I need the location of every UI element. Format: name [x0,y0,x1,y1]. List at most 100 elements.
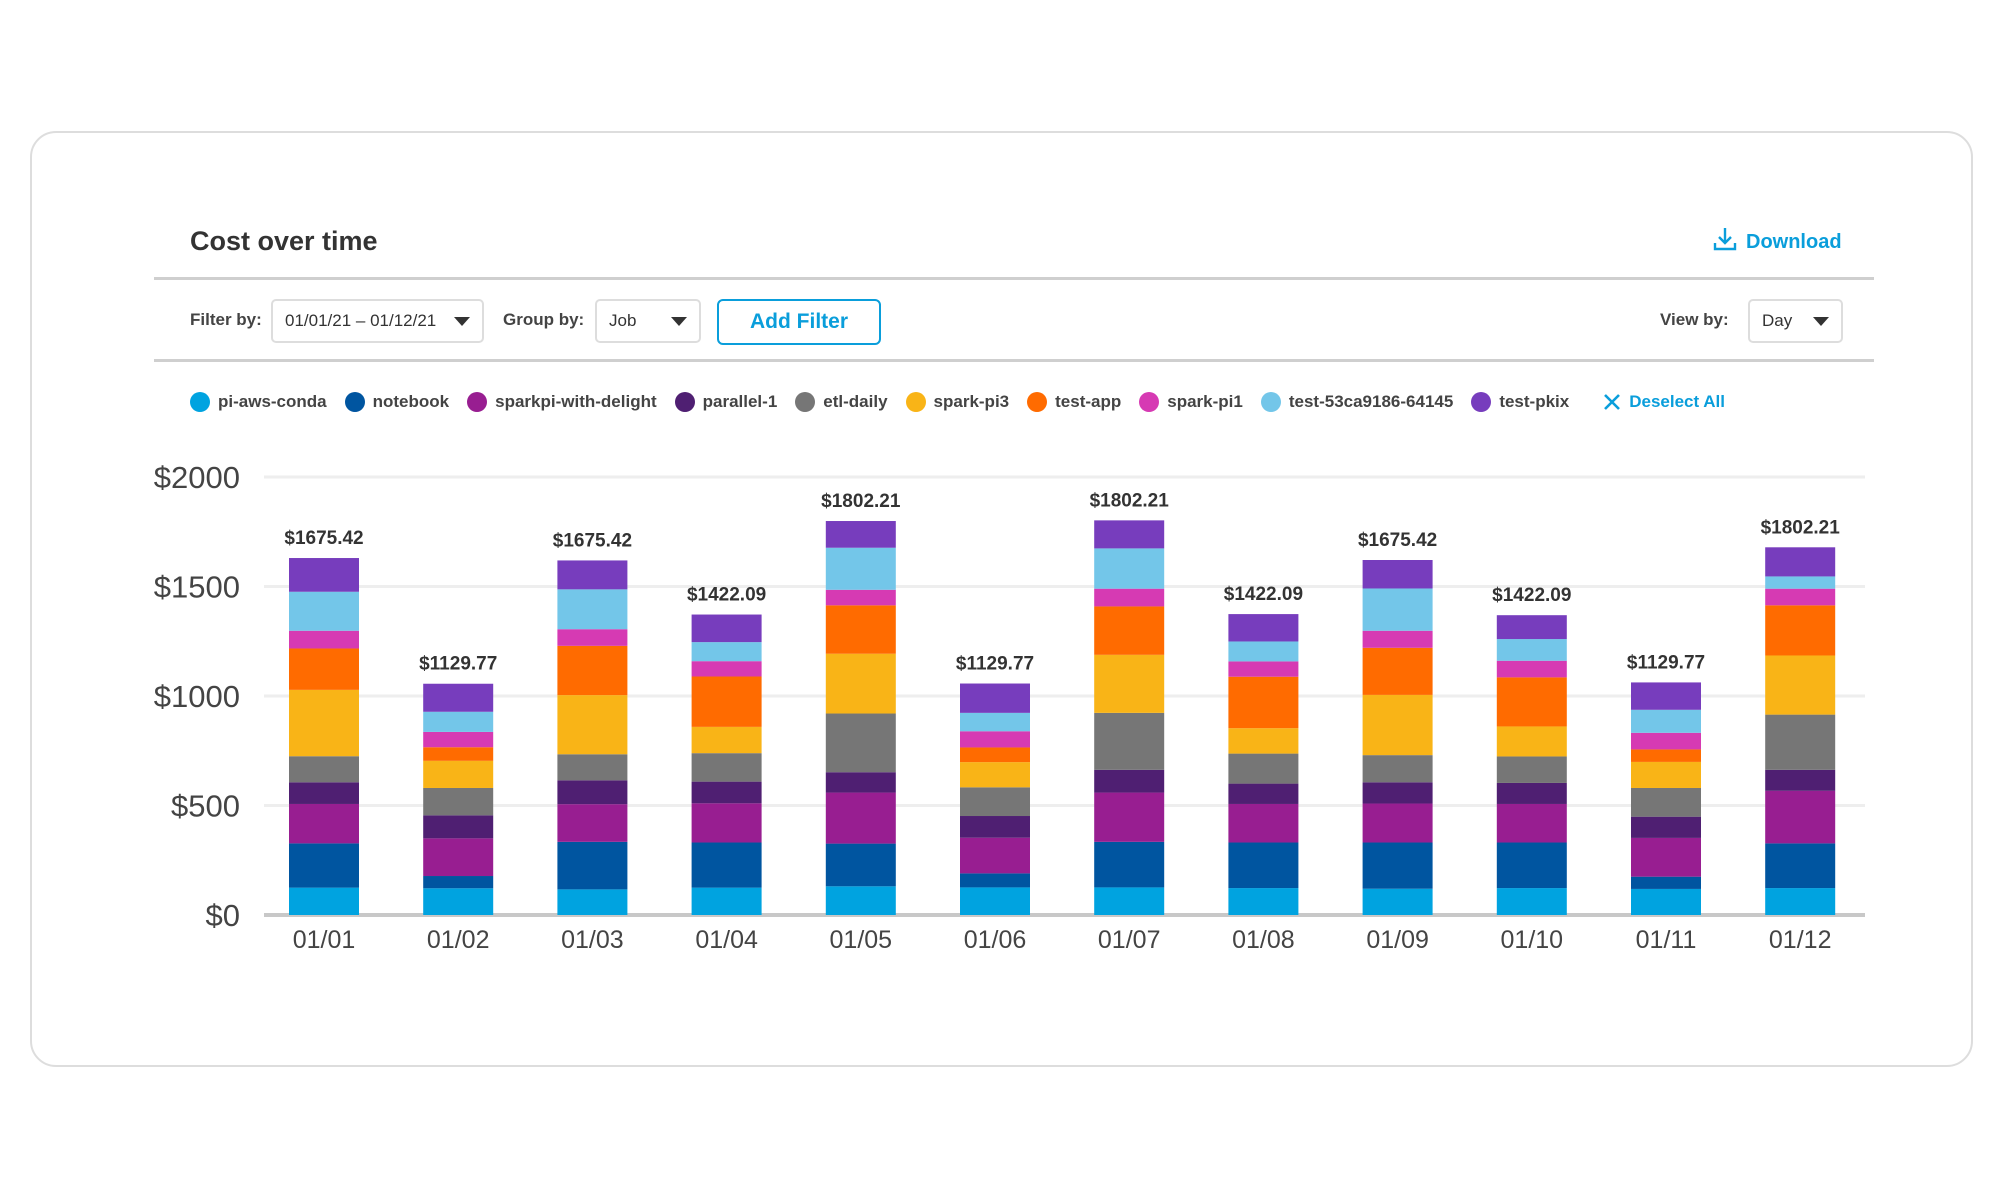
view-by-dropdown[interactable]: Day [1748,299,1843,343]
bar-segment-test-app [1362,647,1433,695]
filter-by-label: Filter by: [190,310,262,329]
bar-segment-test-pkix [1094,520,1165,549]
cost-over-time-card [30,131,1973,1067]
bar-segment-notebook [1362,842,1433,889]
group-by-dropdown[interactable]: Job [595,299,701,343]
x-tick-label: 01/02 [427,926,490,954]
bar-segment-spark-pi1 [1765,588,1836,606]
legend-item-parallel-1[interactable]: parallel-1 [674,392,777,412]
legend-dot-icon [1139,392,1160,412]
add-filter-button[interactable]: Add Filter [717,299,881,345]
bar-segment-notebook [1631,876,1701,889]
legend-dot-icon [344,392,365,412]
bar-segment-parallel-1 [1094,769,1165,793]
header-divider [154,277,1874,280]
bar-segment-spark-pi3 [557,695,628,755]
bar-segment-parallel-1 [557,780,628,805]
bar-segment-pi-aws-conda [557,889,628,915]
x-tick-label: 01/12 [1769,926,1832,954]
bar-segment-test-pkix [960,683,1030,713]
bar-segment-pi-aws-conda [1362,888,1433,915]
bar-segment-test-53ca9186-64145 [289,591,359,631]
legend-label: sparkpi-with-delight [495,392,657,411]
bar-segment-test-app [557,645,628,696]
legend-dot-icon [1027,392,1048,412]
bar-segment-spark-pi3 [1765,655,1836,715]
legend-item-test-53ca9186-64145[interactable]: test-53ca9186-64145 [1260,392,1454,412]
date-range-dropdown[interactable]: 01/01/21 – 01/12/21 [271,299,484,343]
bar-segment-test-app [1496,677,1567,727]
bar-segment-pi-aws-conda [1631,888,1701,915]
bar-segment-test-pkix [1765,547,1836,577]
bar-segment-spark-pi3 [1496,726,1567,757]
legend-item-sparkpi-with-delight[interactable]: sparkpi-with-delight [467,392,657,412]
chevron-down-icon [454,316,470,326]
bar-segment-notebook [825,843,896,887]
legend-dot-icon [467,392,488,412]
bar-segment-spark-pi1 [825,589,896,606]
bar-segment-test-pkix [1496,615,1567,640]
view-by-label: View by: [1660,310,1729,329]
legend-item-spark-pi1[interactable]: spark-pi1 [1139,392,1243,412]
bar-segment-test-53ca9186-64145 [1362,588,1433,631]
bar-segment-spark-pi3 [1631,761,1701,788]
legend-dot-icon [674,392,695,412]
y-tick-label: $500 [171,789,240,824]
legend-item-test-pkix[interactable]: test-pkix [1471,392,1569,412]
bar-segment-test-app [960,747,1030,763]
chart-legend: pi-aws-conda notebook sparkpi-with-delight… [190,392,1725,412]
legend-item-etl-daily[interactable]: etl-daily [795,392,888,412]
bar-segment-etl-daily [1094,712,1165,770]
bar-segment-sparkpi-with-delight [1362,803,1433,843]
legend-label: spark-pi3 [933,392,1010,411]
bar-segment-test-app [825,605,896,654]
bar-total-label: $1129.77 [956,654,1034,675]
x-tick-label: 01/11 [1636,926,1697,954]
legend-item-pi-aws-conda[interactable]: pi-aws-conda [190,392,327,412]
close-icon [1604,394,1621,410]
bar-segment-etl-daily [825,713,896,773]
bar-segment-etl-daily [1496,756,1567,783]
x-tick-label: 01/05 [830,926,893,954]
legend-label: test-53ca9186-64145 [1288,392,1454,411]
bar-segment-test-app [423,747,494,761]
bar-segment-notebook [1765,843,1836,889]
bar-segment-test-pkix [423,683,494,712]
bar-segment-test-app [1228,676,1299,729]
y-tick-label: $1500 [154,570,240,605]
bar-total-label: $1129.77 [1627,652,1705,673]
legend-item-spark-pi3[interactable]: spark-pi3 [905,392,1010,412]
bar-segment-spark-pi1 [423,731,494,748]
bar-segment-test-app [289,648,359,690]
bar-segment-spark-pi1 [960,731,1030,748]
bar-segment-test-53ca9186-64145 [1631,709,1701,733]
download-button[interactable]: Download [1712,226,1842,258]
bar-segment-etl-daily [1228,753,1299,784]
bar-segment-spark-pi1 [1496,660,1567,678]
bar-segment-spark-pi1 [289,630,359,649]
bar-total-label: $1802.21 [821,491,901,512]
bar-segment-pi-aws-conda [960,887,1030,915]
bar-total-label: $1129.77 [419,654,497,675]
bar-segment-test-53ca9186-64145 [423,711,494,732]
bar-segment-test-pkix [1631,682,1701,710]
bar-segment-pi-aws-conda [1765,888,1836,915]
bar-segment-spark-pi3 [1228,728,1299,754]
bar-segment-spark-pi1 [691,661,762,677]
legend-label: test-pkix [1499,392,1570,411]
legend-item-notebook[interactable]: notebook [344,392,449,412]
bar-segment-parallel-1 [1765,769,1836,791]
bar-segment-spark-pi3 [1362,694,1433,756]
deselect-all-button[interactable]: Deselect All [1603,392,1725,412]
bar-segment-test-53ca9186-64145 [1496,639,1567,661]
bar-segment-test-53ca9186-64145 [691,642,762,662]
bar-segment-sparkpi-with-delight [1228,803,1299,843]
legend-item-test-app[interactable]: test-app [1027,392,1121,412]
bar-segment-spark-pi3 [960,762,1030,788]
bar-segment-test-app [1765,605,1836,656]
bar-segment-pi-aws-conda [1094,887,1165,915]
bar-segment-parallel-1 [423,815,494,839]
bar-segment-sparkpi-with-delight [960,837,1030,874]
bar-segment-etl-daily [1765,714,1836,770]
legend-dot-icon [795,392,816,412]
